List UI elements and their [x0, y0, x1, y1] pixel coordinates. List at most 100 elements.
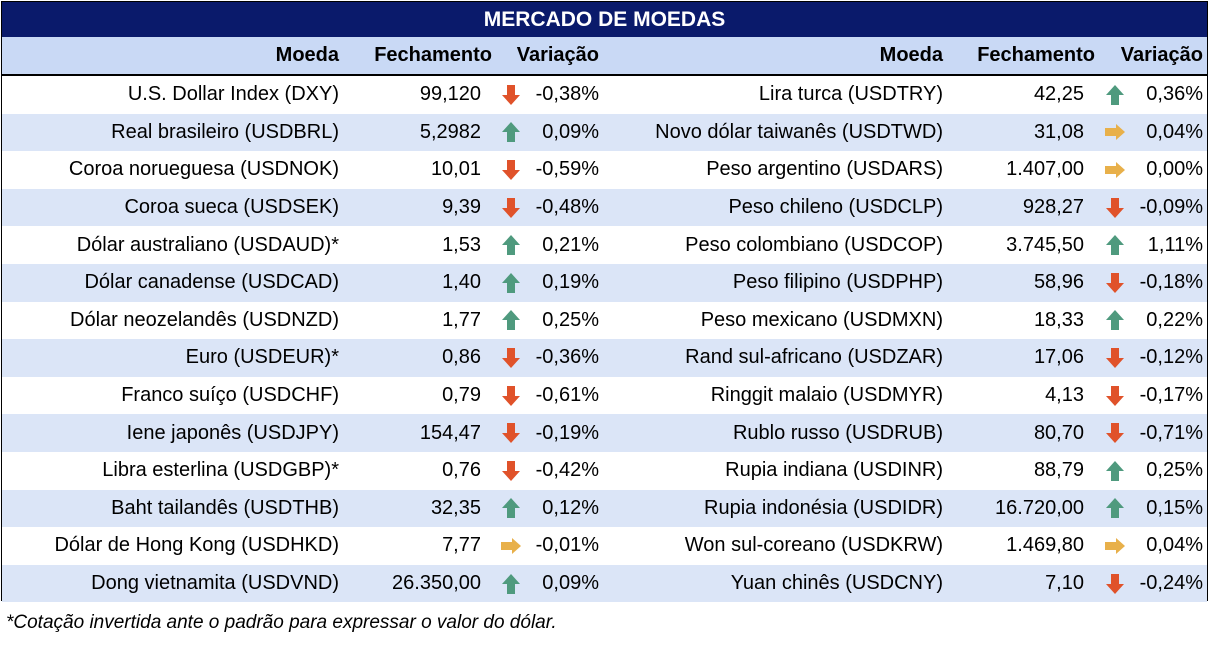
table-row: Dólar australiano (USDAUD)* 1,53 0,21% Peso…: [2, 226, 1207, 264]
arrow-up-icon: [498, 226, 524, 264]
close-value: 7,77: [442, 534, 481, 557]
arrow-up-icon: [498, 490, 524, 528]
variation-value: -0,01%: [535, 534, 599, 557]
currency-name: Peso chileno (USDCLP): [728, 196, 943, 219]
currency-name: Iene japonês (USDJPY): [126, 421, 339, 444]
currency-name: Franco suíço (USDCHF): [121, 384, 339, 407]
variation-value: -0,09%: [1139, 196, 1203, 219]
close-value: 58,96: [1033, 271, 1084, 294]
close-value: 1,40: [442, 271, 481, 294]
arrow-down-icon: [498, 339, 524, 377]
arrow-down-icon: [498, 414, 524, 452]
table-row: Dólar neozelandês (USDNZD) 1,77 0,25% Peso …: [2, 302, 1207, 340]
currency-name: Ringgit malaio (USDMYR): [710, 384, 943, 407]
arrow-right-icon: [1102, 114, 1128, 152]
currency-name: Dólar australiano (USDAUD)*: [76, 233, 339, 256]
close-value: 1,53: [442, 233, 481, 256]
close-value: 0,86: [442, 346, 481, 369]
arrow-down-icon: [1102, 377, 1128, 415]
currency-name: Peso argentino (USDARS): [706, 158, 943, 181]
currency-name: Coroa norueguesa (USDNOK): [68, 158, 339, 181]
header-fechamento-left: Fechamento: [374, 44, 492, 66]
header-moeda-right: Moeda: [879, 44, 943, 66]
close-value: 0,79: [442, 384, 481, 407]
close-value: 16.720,00: [995, 496, 1084, 519]
currency-name: Rublo russo (USDRUB): [732, 421, 943, 444]
currency-name: Rupia indonésia (USDIDR): [704, 496, 943, 519]
currency-name: Peso mexicano (USDMXN): [700, 308, 943, 331]
variation-value: -0,42%: [535, 459, 599, 482]
currency-name: Baht tailandês (USDTHB): [111, 496, 339, 519]
arrow-down-icon: [498, 76, 524, 114]
arrow-down-icon: [1102, 189, 1128, 227]
currency-name: Euro (USDEUR)*: [185, 346, 339, 369]
arrow-down-icon: [1102, 339, 1128, 377]
arrow-up-icon: [1102, 452, 1128, 490]
currency-name: Dong vietnamita (USDVND): [91, 572, 339, 595]
arrow-up-icon: [498, 565, 524, 603]
close-value: 26.350,00: [392, 572, 481, 595]
variation-value: 0,09%: [542, 120, 599, 143]
table-title: MERCADO DE MOEDAS: [1, 1, 1208, 37]
close-value: 80,70: [1033, 421, 1084, 444]
variation-value: 0,19%: [542, 271, 599, 294]
variation-value: -0,48%: [535, 196, 599, 219]
close-value: 1.407,00: [1006, 158, 1084, 181]
arrow-down-icon: [498, 452, 524, 490]
arrow-up-icon: [498, 264, 524, 302]
currency-name: Peso colombiano (USDCOP): [685, 233, 943, 256]
table-row: Franco suíço (USDCHF) 0,79 -0,61% Ringgit m…: [2, 377, 1207, 415]
header-fechamento-right: Fechamento: [977, 44, 1095, 66]
close-value: 99,120: [419, 83, 481, 106]
currency-name: Won sul-coreano (USDKRW): [684, 534, 943, 557]
variation-value: 1,11%: [1147, 233, 1203, 256]
footnote: *Cotação invertida ante o padrão para ex…: [6, 612, 557, 633]
close-value: 3.745,50: [1006, 233, 1084, 256]
table-row: Coroa sueca (USDSEK) 9,39 -0,48% Peso chile…: [2, 188, 1207, 227]
table-row: Dong vietnamita (USDVND) 26.350,00 0,09% Yu…: [2, 564, 1207, 603]
close-value: 1.469,80: [1006, 534, 1084, 557]
close-value: 10,01: [430, 158, 481, 181]
close-value: 88,79: [1033, 459, 1084, 482]
close-value: 928,27: [1022, 196, 1084, 219]
table-row: U.S. Dollar Index (DXY) 99,120 -0,38% Lira …: [2, 76, 1207, 114]
arrow-down-icon: [498, 377, 524, 415]
close-value: 5,2982: [419, 120, 481, 143]
variation-value: -0,36%: [535, 346, 599, 369]
currency-name: Peso filipino (USDPHP): [732, 271, 943, 294]
table-row: Dólar de Hong Kong (USDHKD) 7,77 -0,01% Won…: [2, 527, 1207, 565]
arrow-right-icon: [498, 527, 524, 565]
arrow-right-icon: [1102, 527, 1128, 565]
currency-name: U.S. Dollar Index (DXY): [127, 83, 339, 106]
close-value: 7,10: [1045, 572, 1084, 595]
currency-name: Dólar canadense (USDCAD): [84, 271, 339, 294]
variation-value: 0,21%: [542, 233, 599, 256]
table-row: Iene japonês (USDJPY) 154,47 -0,19% Rublo r…: [2, 414, 1207, 452]
variation-value: -0,12%: [1139, 346, 1203, 369]
table-body: U.S. Dollar Index (DXY) 99,120 -0,38% Lira …: [1, 76, 1208, 603]
close-value: 9,39: [442, 196, 481, 219]
arrow-up-icon: [498, 302, 524, 340]
arrow-right-icon: [1102, 151, 1128, 189]
variation-value: -0,59%: [535, 158, 599, 181]
close-value: 31,08: [1033, 120, 1084, 143]
variation-value: 0,36%: [1146, 83, 1203, 106]
variation-value: 0,00%: [1146, 158, 1203, 181]
variation-value: -0,19%: [535, 421, 599, 444]
table-row: Libra esterlina (USDGBP)* 0,76 -0,42% Rupia…: [2, 452, 1207, 490]
close-value: 154,47: [419, 421, 481, 444]
currency-name: Rupia indiana (USDINR): [725, 459, 943, 482]
close-value: 17,06: [1033, 346, 1084, 369]
table-row: Baht tailandês (USDTHB) 32,35 0,12% Rupia i…: [2, 489, 1207, 528]
table-row: Real brasileiro (USDBRL) 5,2982 0,09% Novo …: [2, 113, 1207, 152]
currency-name: Coroa sueca (USDSEK): [124, 196, 339, 219]
currency-name: Yuan chinês (USDCNY): [730, 572, 943, 595]
header-moeda-left: Moeda: [275, 44, 339, 66]
variation-value: -0,71%: [1139, 421, 1203, 444]
arrow-up-icon: [1102, 302, 1128, 340]
header-variacao-left: Variação: [516, 44, 599, 66]
arrow-up-icon: [1102, 76, 1128, 114]
currency-name: Dólar neozelandês (USDNZD): [70, 308, 339, 331]
variation-value: 0,22%: [1146, 308, 1203, 331]
variation-value: -0,24%: [1139, 572, 1203, 595]
